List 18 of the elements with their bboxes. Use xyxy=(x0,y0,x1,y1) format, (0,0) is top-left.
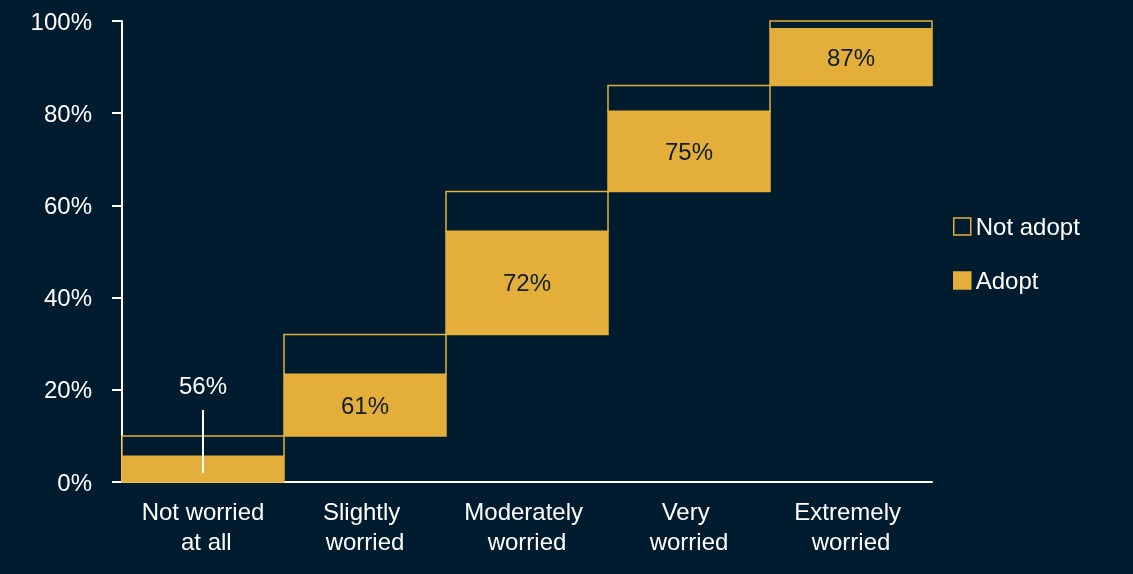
x-tick-label: Slightly worried xyxy=(322,497,408,555)
annotation: 75% xyxy=(664,137,714,165)
annotation: 87% xyxy=(826,43,876,71)
legend-label: Adopt xyxy=(975,267,1039,294)
legend-label: Not adopt xyxy=(975,213,1081,240)
annotation: 56% xyxy=(178,372,228,400)
annotation: 72% xyxy=(502,269,552,297)
annotation: 61% xyxy=(340,391,390,419)
x-tick-label: Moderately worried xyxy=(464,497,590,555)
x-tick-label: Not worried at all xyxy=(141,497,265,555)
x-tick-label: Very worried xyxy=(648,497,729,555)
y-tick-label: 0% xyxy=(57,468,92,496)
y-tick-label: 40% xyxy=(43,284,92,312)
y-tick-label: 80% xyxy=(43,99,92,127)
y-tick-label: 60% xyxy=(43,191,92,219)
x-tick-label: Extremely worried xyxy=(794,497,908,555)
y-tick-label: 100% xyxy=(30,7,92,35)
y-tick-label: 20% xyxy=(43,376,92,404)
